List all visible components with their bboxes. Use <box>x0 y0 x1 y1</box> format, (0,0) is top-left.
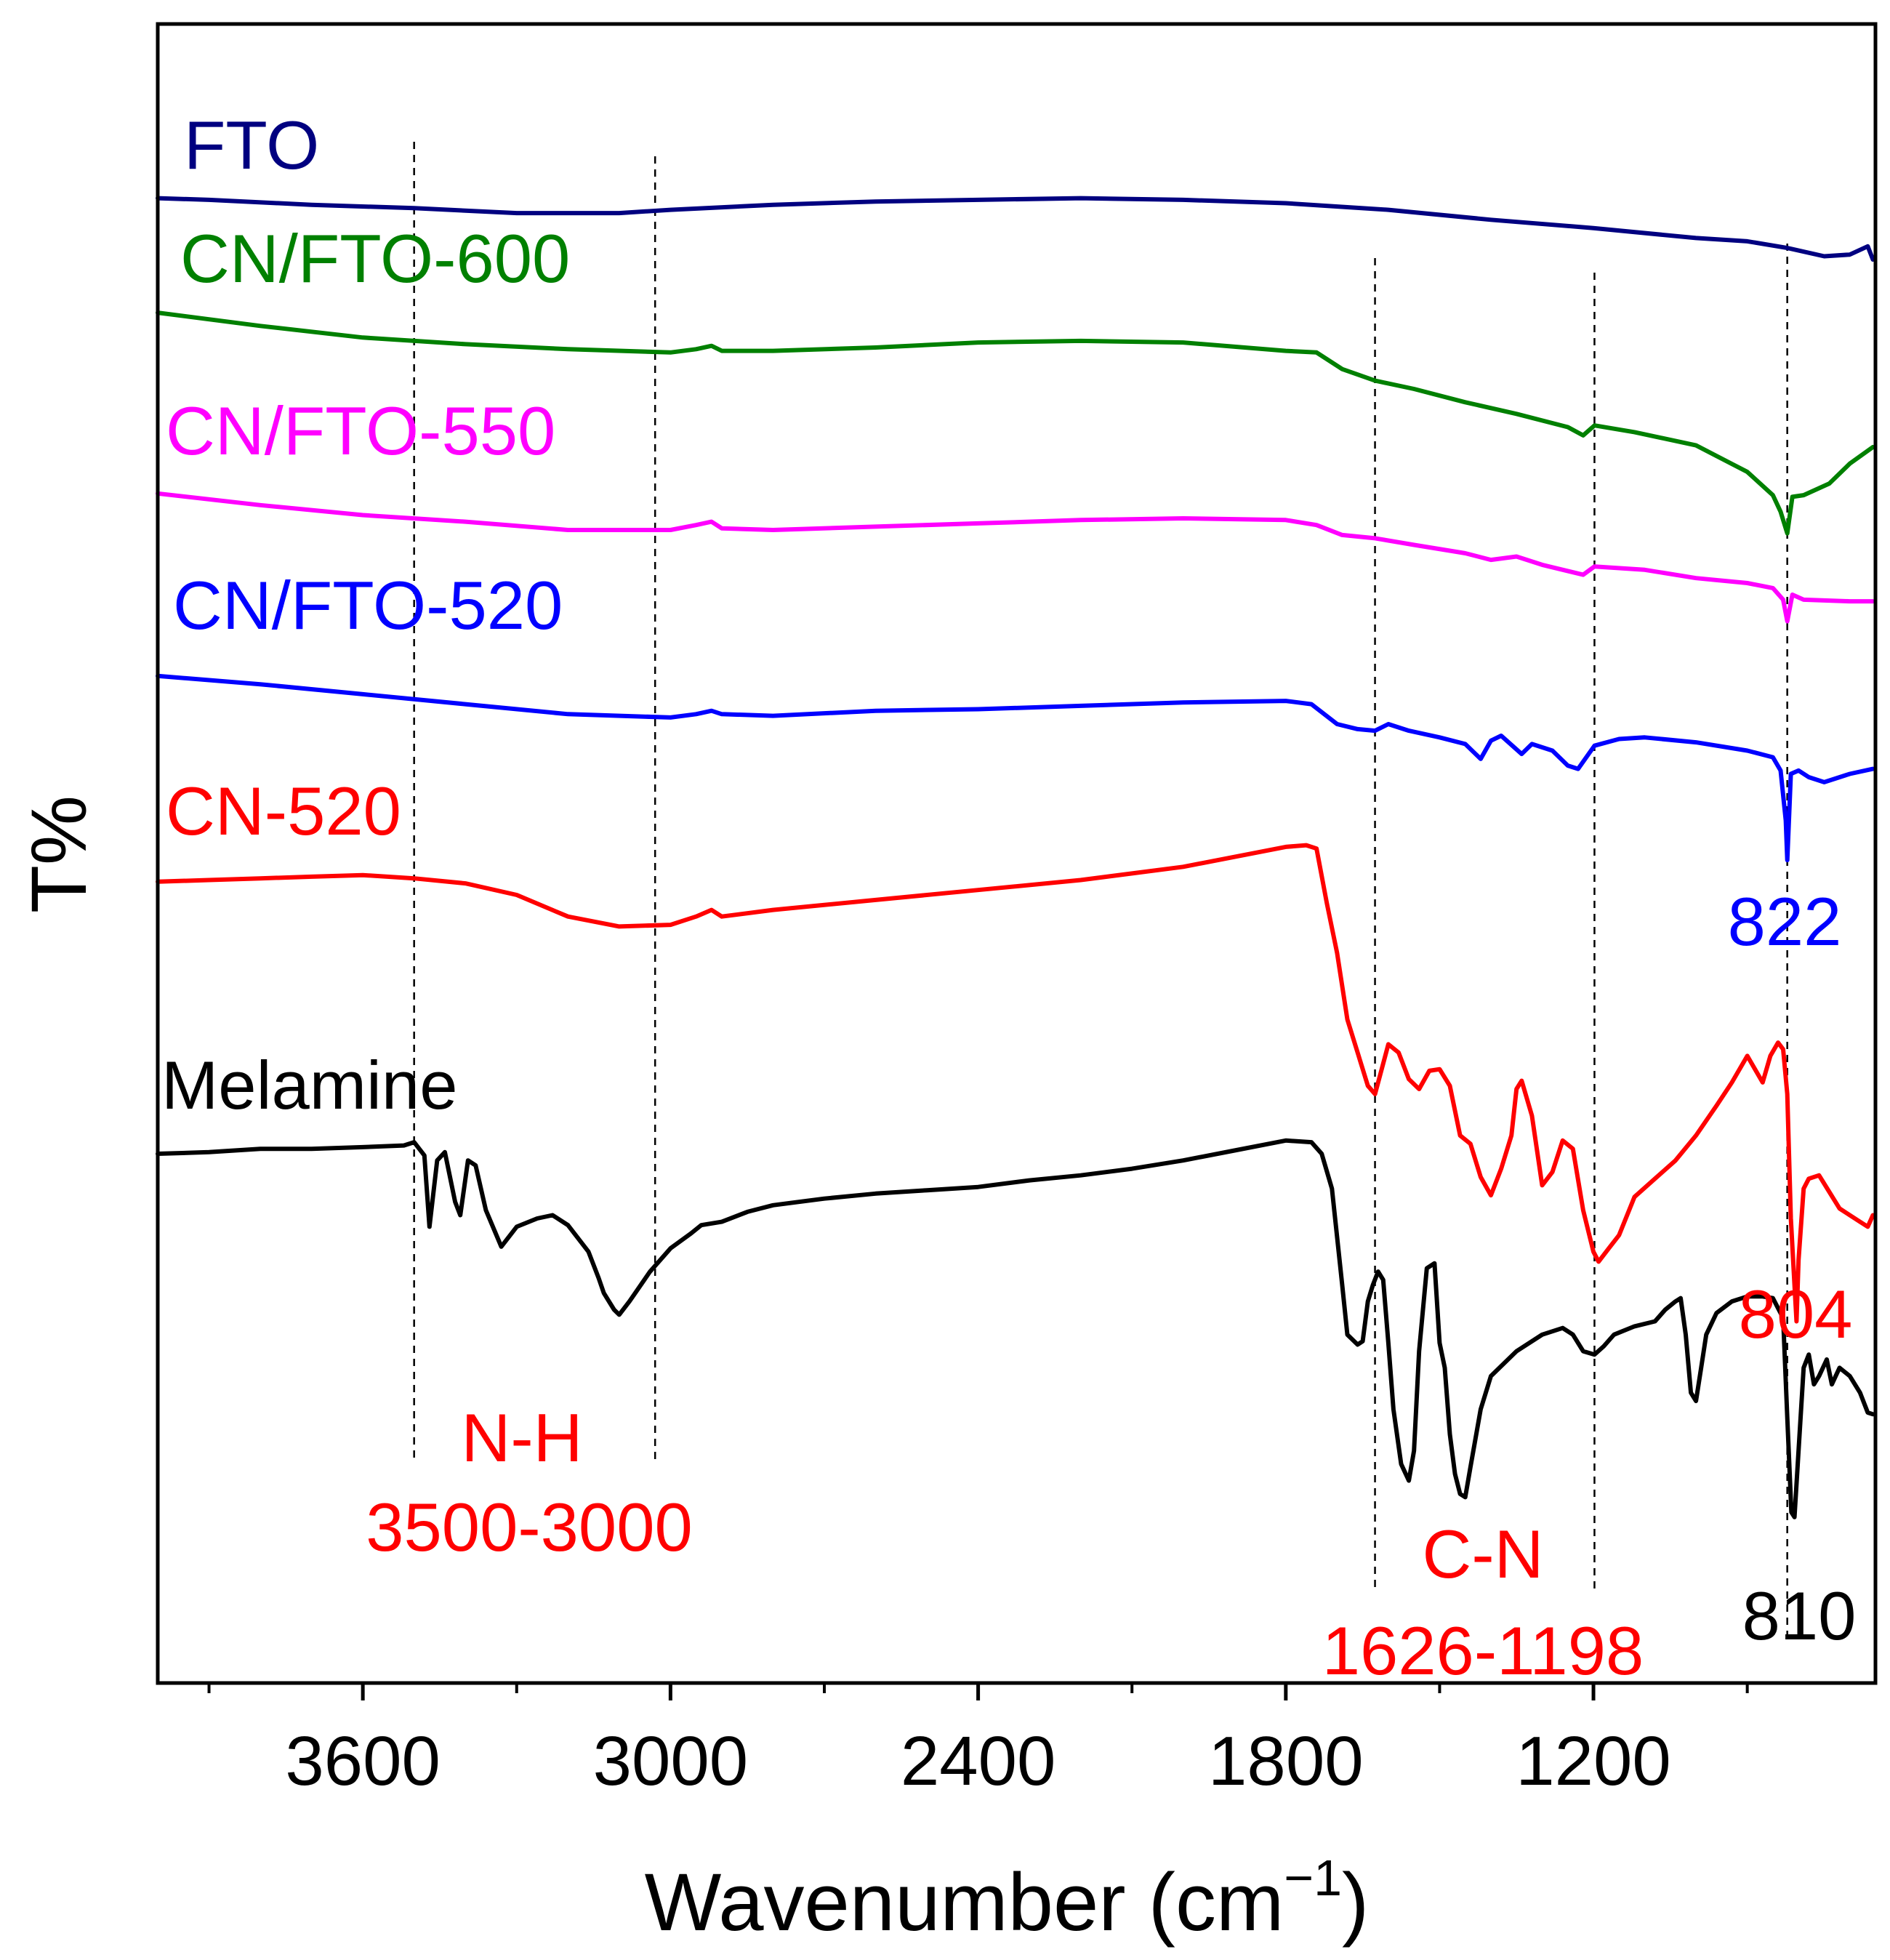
plot-frame <box>156 22 1878 1685</box>
x-axis-title-close: ) <box>1342 1857 1369 1948</box>
x-axis-tick-labels: 3600 3000 2400 1800 1200 <box>285 1722 1670 1800</box>
series-layer <box>156 196 1875 1519</box>
x-tick-label-2400: 2400 <box>901 1722 1056 1800</box>
series-label-cn-fto-550: CN/FTO-550 <box>166 393 555 469</box>
y-axis-title: T% <box>15 795 102 913</box>
series-label-cn-fto-520: CN/FTO-520 <box>173 567 563 643</box>
series-line-cn-520 <box>156 843 1875 1324</box>
series-line-cn-fto-520 <box>156 673 1875 863</box>
series-label-cn-fto-600: CN/FTO-600 <box>180 220 570 297</box>
x-tick-label-3000: 3000 <box>593 1722 749 1800</box>
x-axis-title: Wavenumber (cm−1) <box>645 1849 1370 1948</box>
x-axis-title-superscript: −1 <box>1284 1849 1342 1906</box>
series-label-cn-520: CN-520 <box>166 773 401 849</box>
annotation-peak-822: 822 <box>1728 883 1842 960</box>
series-label-melamine: Melamine <box>161 1047 458 1123</box>
annotation-nh-title: N-H <box>461 1399 582 1476</box>
annotation-peak-804: 804 <box>1739 1276 1853 1352</box>
x-tick-label-1200: 1200 <box>1516 1722 1671 1800</box>
series-label-fto: FTO <box>184 107 319 183</box>
x-tick-label-3600: 3600 <box>285 1722 441 1800</box>
annotation-peak-810: 810 <box>1742 1578 1857 1654</box>
annotation-cn-range: 1626-1198 <box>1322 1612 1644 1689</box>
series-line-cn-fto-600 <box>156 310 1875 536</box>
x-axis-ticks <box>207 1683 1749 1700</box>
x-tick-label-1800: 1800 <box>1208 1722 1364 1800</box>
series-line-melamine <box>156 1138 1875 1519</box>
series-line-cn-fto-550 <box>156 491 1875 624</box>
series-line-fto <box>156 196 1875 262</box>
x-axis-title-main: Wavenumber (cm <box>645 1857 1284 1948</box>
annotation-cn-title: C-N <box>1422 1516 1543 1592</box>
annotation-nh-range: 3500-3000 <box>366 1489 693 1565</box>
